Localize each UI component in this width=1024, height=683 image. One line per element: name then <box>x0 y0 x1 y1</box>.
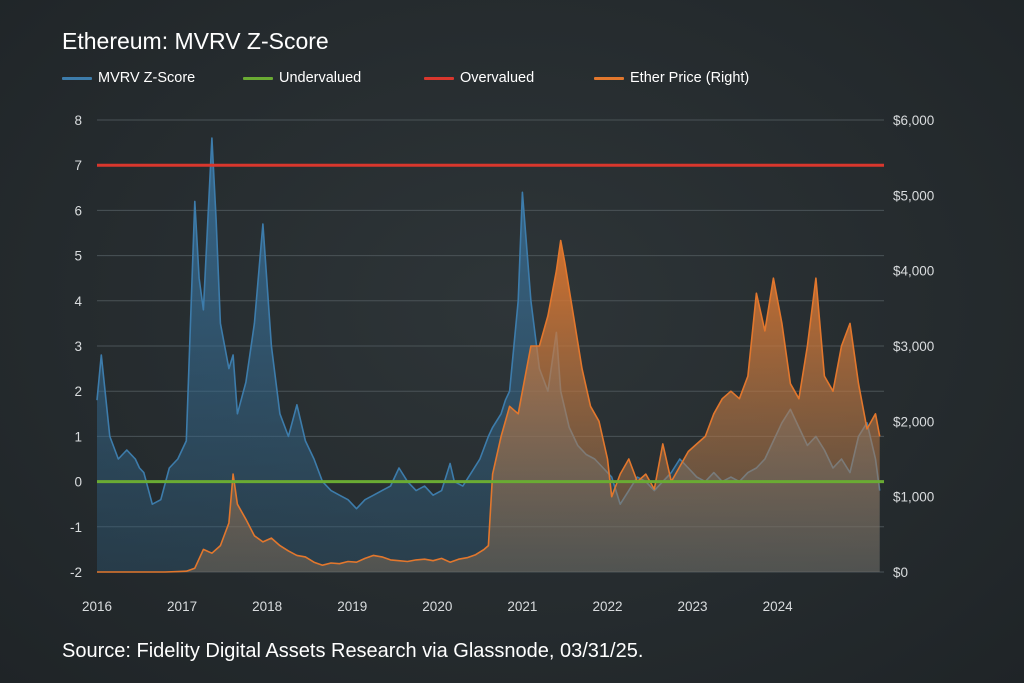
legend-label-ether-price: Ether Price (Right) <box>630 70 750 86</box>
ether-price-series-area <box>97 240 880 572</box>
x-tick: 2018 <box>252 599 282 614</box>
y-left-tick: 5 <box>74 249 82 264</box>
legend-swatch-overvalued <box>424 76 454 80</box>
legend-item-mvrv: MVRV Z-Score <box>62 70 195 86</box>
y-left-tick: 6 <box>74 203 82 218</box>
y-left-tick: 7 <box>74 158 82 173</box>
legend-label-undervalued: Undervalued <box>279 70 362 86</box>
legend-swatch-undervalued <box>243 76 273 80</box>
x-tick: 2016 <box>82 599 112 614</box>
x-tick: 2023 <box>678 599 708 614</box>
y-left-tick: 1 <box>74 429 82 444</box>
legend-swatch-mvrv <box>62 76 92 80</box>
x-tick: 2020 <box>422 599 452 614</box>
legend-item-overvalued: Overvalued <box>424 70 534 86</box>
x-tick: 2019 <box>337 599 367 614</box>
threshold-lines <box>97 163 884 484</box>
source-note: Source: Fidelity Digital Assets Research… <box>62 640 644 662</box>
ether-price-series-line <box>97 239 881 573</box>
y-right-tick: $0 <box>893 565 908 580</box>
y-right-tick: $2,000 <box>893 414 934 429</box>
y-right-tick: $3,000 <box>893 339 934 354</box>
y-right-tick: $5,000 <box>893 188 934 203</box>
y-left-tick: -2 <box>70 565 82 580</box>
legend-item-ether-price: Ether Price (Right) <box>594 70 749 86</box>
legend: MVRV Z-Score Undervalued Overvalued Ethe… <box>62 70 962 90</box>
legend-item-undervalued: Undervalued <box>243 70 361 86</box>
y-left-tick: 8 <box>74 113 82 128</box>
y-right-tick: $6,000 <box>893 113 934 128</box>
y-left-tick: -1 <box>70 520 82 535</box>
y-right-tick: $1,000 <box>893 490 934 505</box>
legend-label-mvrv: MVRV Z-Score <box>98 70 196 86</box>
x-tick: 2021 <box>507 599 537 614</box>
x-tick: 2024 <box>763 599 794 614</box>
chart-title: Ethereum: MVRV Z-Score <box>62 28 329 54</box>
series-areas <box>96 137 881 573</box>
legend-label-overvalued: Overvalued <box>460 70 535 86</box>
y-right-tick: $4,000 <box>893 264 934 279</box>
axis-ticks: -2 -1 0 1 2 3 4 5 6 7 8 $0 $1,000 $2,000 $3,000 $4,000 $… <box>70 113 934 614</box>
x-tick: 2022 <box>592 599 622 614</box>
legend-swatch-ether-price <box>594 76 624 80</box>
y-left-tick: 0 <box>74 475 82 490</box>
y-left-tick: 2 <box>74 384 82 399</box>
x-tick: 2017 <box>167 599 197 614</box>
y-left-tick: 4 <box>74 294 82 309</box>
y-left-tick: 3 <box>74 339 82 354</box>
